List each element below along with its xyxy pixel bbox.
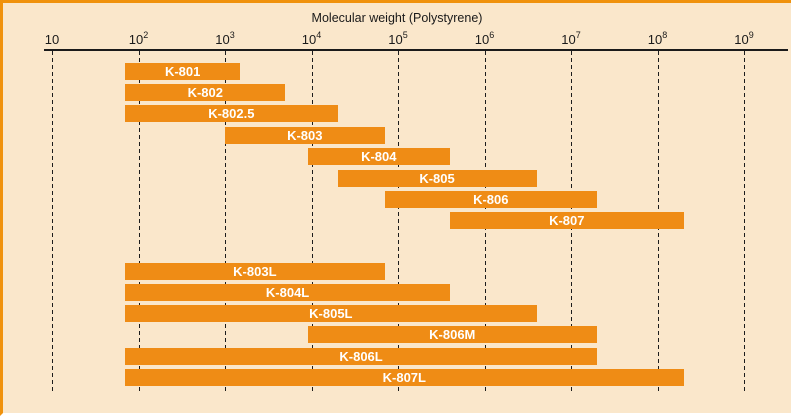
range-bar-k-804l: K-804L [125,283,451,301]
bar-label: K-805L [309,306,353,322]
x-axis-tick-labels: 10 102 103 104 105 106 107 108 109 [45,29,754,48]
range-bar-k-802.5: K-802.5 [125,105,338,123]
decade-gridline [744,51,745,392]
bar-label: K-802.5 [208,106,255,122]
bar-label: K-806 [473,191,509,207]
range-bar-k-805l: K-805L [125,305,537,323]
decade-gridline [52,51,53,392]
bar-label: K-806L [339,348,383,364]
decade-gridline [398,51,399,392]
tick-exponent: 9 [748,29,754,40]
decade-gridline [138,51,140,392]
x-tick-label-10e1: 10 [44,32,60,47]
x-tick-label-10e8: 108 [647,29,668,47]
x-tick-label-10e4: 104 [301,29,322,47]
tick-exponent: 5 [402,29,408,40]
x-tick-label-10e5: 105 [388,29,408,47]
range-bar-k-806l: K-806L [125,347,598,365]
bar-label: K-801 [164,63,201,79]
bar-label: K-802 [187,84,223,100]
tick-exponent: 6 [489,29,495,40]
range-bar-k-805: K-805 [337,169,537,187]
range-bar-k-806: K-806 [384,190,598,208]
range-bar-k-803l: K-803L [125,262,385,280]
range-bar-k-807: K-807 [450,212,684,230]
range-bar-k-803: K-803 [225,126,385,144]
bar-label: K-807L [382,370,426,385]
decade-gridline [311,51,313,392]
x-tick-label-10e6: 106 [474,29,495,47]
x-tick-label-10e2: 102 [128,29,149,47]
x-tick-label-10e7: 107 [561,29,581,47]
tick-exponent: 2 [143,29,149,40]
bar-label: K-807 [549,213,585,229]
tick-exponent: 3 [229,29,235,40]
x-tick-label-10e3: 103 [215,29,235,47]
tick-exponent: 7 [575,29,581,40]
range-bar-k-807l: K-807L [125,369,684,386]
bar-label: K-805 [419,170,455,186]
tick-exponent: 4 [316,29,322,40]
x-tick-label-10e9: 109 [734,29,754,47]
bar-label: K-803 [287,127,323,143]
decade-gridline [225,51,226,392]
range-bar-k-801: K-801 [125,62,241,80]
bar-label: K-803L [233,263,277,279]
range-bar-k-806m: K-806M [307,326,598,344]
bar-label: K-806M [429,327,476,343]
chart-title: Molecular weight (Polystyrene) [311,11,483,25]
range-bar-k-802: K-802 [125,83,286,101]
bar-label: K-804L [265,284,310,300]
bar-label: K-804 [361,149,397,165]
range-bar-k-804: K-804 [307,148,451,166]
plot-area: K-801 K-802 K-802.5 K-803 K-804 K-805 K-806 K-8… [52,51,745,392]
tick-exponent: 8 [662,29,668,40]
x-axis-line [44,49,788,51]
